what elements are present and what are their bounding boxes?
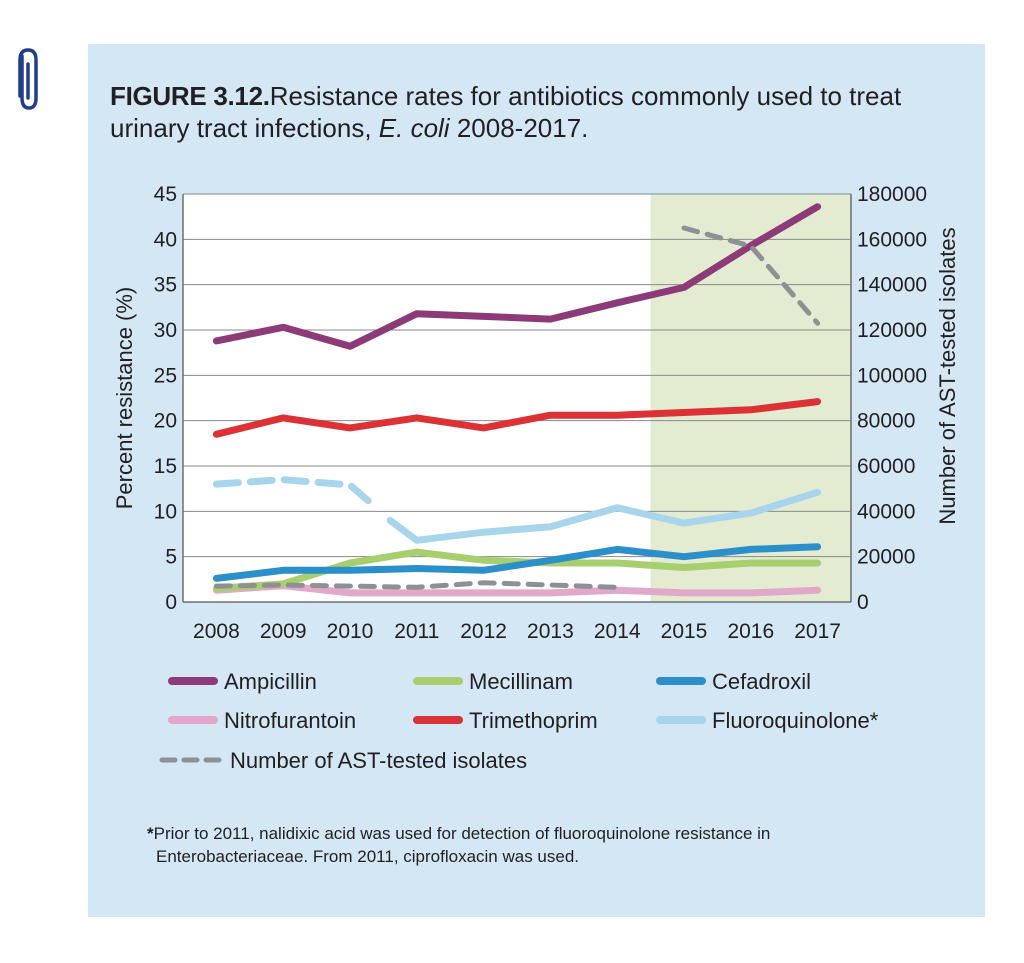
x-tick-label: 2017 bbox=[794, 620, 841, 643]
series-line-fluoroquinolone bbox=[386, 488, 822, 544]
y2-tick-label: 160000 bbox=[857, 228, 927, 251]
legend-label-ampicillin: Ampicillin bbox=[224, 669, 317, 694]
legend-label-mecillinam: Mecillinam bbox=[469, 669, 573, 694]
y2-tick-label: 100000 bbox=[857, 364, 927, 387]
y-tick-label: 45 bbox=[154, 183, 177, 206]
y-tick-label: 15 bbox=[154, 455, 177, 478]
x-tick-label: 2011 bbox=[394, 620, 439, 643]
x-tick-label: 2013 bbox=[527, 620, 574, 643]
figure-label: FIGURE 3.12. bbox=[110, 81, 270, 111]
y2-tick-label: 40000 bbox=[857, 500, 915, 523]
x-tick-label: 2016 bbox=[727, 620, 774, 643]
x-tick-label: 2014 bbox=[594, 620, 641, 643]
footnote-line-1: Prior to 2011, nalidixic acid was used f… bbox=[153, 824, 771, 843]
y-tick-label: 5 bbox=[165, 546, 177, 569]
y-tick-label: 20 bbox=[154, 410, 177, 433]
footnote-line-2: Enterobacteriaceae. From 2011, ciproflox… bbox=[156, 847, 580, 866]
y2-tick-label: 180000 bbox=[857, 183, 927, 206]
x-tick-label: 2008 bbox=[193, 620, 240, 643]
legend-label-trimethoprim: Trimethoprim bbox=[469, 708, 598, 733]
x-tick-label: 2009 bbox=[260, 620, 307, 643]
y-tick-label: 40 bbox=[154, 228, 177, 251]
footnote-asterisk: * bbox=[147, 824, 154, 843]
y-tick-label: 10 bbox=[154, 500, 177, 523]
highlight-region bbox=[650, 194, 851, 602]
y-tick-label: 0 bbox=[165, 591, 177, 614]
figure-title-years: 2008-2017. bbox=[449, 113, 589, 143]
y-tick-label: 25 bbox=[154, 364, 177, 387]
series-line-nitrofurantoin bbox=[212, 582, 822, 597]
figure-title-text: Resistance rates for antibiotics commonl… bbox=[110, 81, 902, 143]
y-tick-label: 30 bbox=[154, 319, 177, 342]
legend-label-cefadroxil: Cefadroxil bbox=[712, 669, 811, 694]
x-tick-label: 2012 bbox=[460, 620, 507, 643]
x-tick-label: 2015 bbox=[661, 620, 708, 643]
footnote: *Prior to 2011, nalidixic acid was used … bbox=[147, 822, 770, 868]
series-line-number-of-ast-tested-isolates bbox=[681, 225, 821, 326]
legend-label-nitrofurantoin: Nitrofurantoin bbox=[224, 708, 356, 733]
y2-axis-title: Number of AST-tested isolates bbox=[935, 227, 960, 524]
figure-title-organism: E. coli bbox=[378, 113, 450, 143]
y2-tick-label: 20000 bbox=[857, 546, 915, 569]
series-line-fluoroquinolone bbox=[212, 476, 374, 506]
series-line-trimethoprim bbox=[212, 398, 822, 438]
y2-tick-label: 0 bbox=[857, 591, 869, 614]
y2-tick-label: 140000 bbox=[857, 274, 927, 297]
series-line-ampicillin bbox=[212, 203, 822, 350]
y-tick-label: 35 bbox=[154, 274, 177, 297]
x-tick-label: 2010 bbox=[327, 620, 374, 643]
figure-title: FIGURE 3.12.Resistance rates for antibio… bbox=[110, 80, 950, 144]
y2-tick-label: 120000 bbox=[857, 319, 927, 342]
series-line-cefadroxil bbox=[212, 543, 822, 582]
y2-tick-label: 60000 bbox=[857, 455, 915, 478]
paperclip-icon bbox=[18, 48, 38, 110]
legend-label-number-of-ast-tested-isolates: Number of AST-tested isolates bbox=[230, 748, 527, 773]
y-axis-title: Percent resistance (%) bbox=[112, 287, 137, 510]
y2-tick-label: 80000 bbox=[857, 410, 915, 433]
series-line-number-of-ast-tested-isolates bbox=[213, 580, 620, 590]
legend-label-fluoroquinolone: Fluoroquinolone* bbox=[712, 708, 879, 733]
